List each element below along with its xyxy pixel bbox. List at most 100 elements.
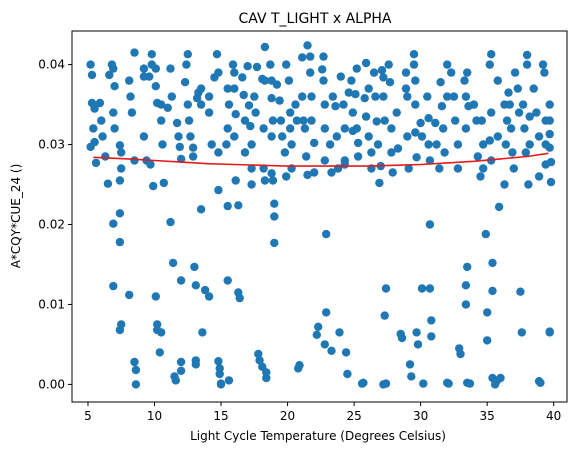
scatter-point [255,356,264,365]
scatter-point [524,180,533,189]
scatter-point [449,92,459,101]
scatter-point [286,124,295,133]
scatter-point [502,116,512,125]
scatter-point [506,124,516,133]
scatter-point [180,78,190,87]
scatter-point [353,138,363,148]
scatter-point [166,64,175,73]
scatter-point [320,156,329,165]
scatter-point [332,132,341,141]
scatter-point [266,60,275,69]
scatter-point [284,76,294,85]
scatter-point [387,148,396,157]
scatter-point [215,369,224,379]
scatter-point [401,68,411,77]
y-axis-label: A*CQY*CUE_24 () [9,164,23,269]
scatter-point [538,60,548,69]
scatter-point [191,360,200,369]
scatter-point [322,229,331,239]
scatter-point [109,281,118,291]
y-tick-label: 0.04 [38,58,65,72]
scatter-point [310,138,319,148]
x-axis-label: Light Cycle Temperature (Degrees Celsius… [190,429,446,443]
scatter-point [298,92,307,101]
scatter-point [411,76,420,85]
scatter-point [110,124,119,133]
scatter-point [369,68,379,77]
scatter-point [230,132,239,141]
scatter-point [103,179,113,188]
scatter-point [186,132,195,141]
scatter-point [251,108,260,117]
scatter-point [184,116,194,125]
scatter-point [463,68,472,77]
scatter-point [303,170,312,180]
scatter-point [424,114,433,123]
scatter-point [151,292,160,301]
scatter-point [380,311,389,320]
scatter-point [155,348,164,357]
scatter-point [322,308,331,317]
scatter-point [425,220,435,229]
scatter-point [318,65,327,74]
scatter-point [117,148,126,157]
scatter-point [238,73,247,82]
scatter-point [529,84,538,93]
scatter-point [485,136,494,145]
scatter-point [417,132,427,141]
scatter-point [115,141,125,150]
x-tick-label: 30 [413,409,428,423]
x-tick-label: 40 [546,409,561,423]
scatter-point [509,164,518,173]
scatter-point [131,365,141,375]
scatter-point [260,176,270,185]
scatter-point [299,116,308,125]
scatter-point [532,108,541,117]
x-tick-label: 15 [213,409,228,423]
scatter-point [525,140,534,149]
scatter-point [174,132,183,141]
scatter-point [413,340,423,349]
scatter-point [476,172,485,181]
scatter-point [435,164,444,173]
scatter-point [404,164,413,173]
scatter-point [327,168,336,177]
scatter-point [461,300,471,309]
scatter-point [295,361,304,370]
scatter-point [320,340,329,349]
scatter-point [151,64,160,73]
scatter-point [465,379,475,388]
scatter-point [230,84,239,93]
scatter-point [340,160,349,169]
scatter-point [115,325,125,335]
scatter-point [151,82,160,91]
scatter-point [427,332,436,341]
scatter-point [416,118,425,128]
scatter-point [235,293,244,303]
chart-title: CAV T_LIGHT x ALPHA [238,11,391,27]
scatter-point [521,148,530,157]
scatter-point [182,60,191,69]
scatter-point [501,140,510,149]
scatter-point [276,116,286,125]
scatter-point [407,372,416,381]
scatter-point [424,140,433,149]
scatter-point [87,70,97,80]
scatter-point [139,132,149,141]
scatter-point [425,156,435,165]
scatter-points [86,41,556,389]
scatter-point [546,177,556,187]
scatter-point [223,201,232,211]
scatter-point [101,152,110,161]
scatter-point [518,100,528,109]
scatter-point [516,287,525,296]
scatter-point [536,378,545,387]
scatter-point [359,378,368,387]
scatter-point [259,164,268,173]
scatter-point [463,262,472,272]
scatter-point [320,100,329,109]
scatter-point [145,72,154,81]
scatter-point [423,92,432,101]
scatter-point [188,152,198,161]
scatter-point [372,117,381,126]
